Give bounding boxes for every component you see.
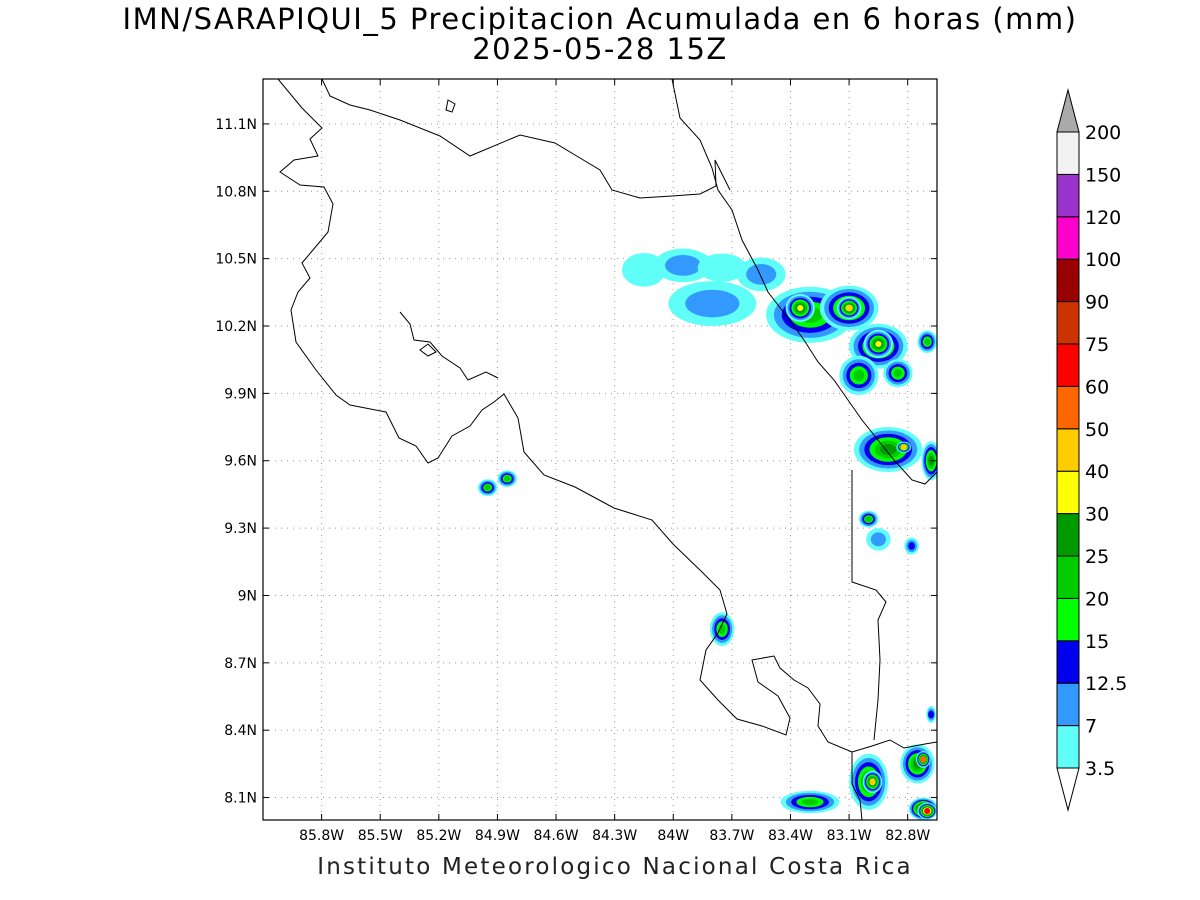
colorbar-swatch [1056, 173, 1080, 218]
colorbar-swatch [1056, 385, 1080, 430]
colorbar-over-arrow [1056, 88, 1080, 133]
coastline-segment [399, 311, 499, 381]
coastline-segment [851, 752, 863, 820]
precip-contour [484, 484, 491, 491]
longitude-axis: 85.8W 85.5W 85.2W 84.9W 84.6W 84.3W 84W 83.7W 83… [299, 79, 930, 844]
plot-frame [262, 78, 938, 821]
x-tick-label: 83.7W [709, 828, 754, 844]
y-tick-label: 10.5N [215, 252, 257, 268]
colorbar-swatch [1056, 470, 1080, 515]
coastlines [277, 79, 937, 820]
y-tick-label: 8.7N [224, 656, 257, 672]
y-tick-label: 9.3N [224, 521, 257, 537]
graticule [263, 79, 937, 820]
coastline-segment [851, 470, 887, 741]
x-tick-label: 85.8W [299, 828, 344, 844]
colorbar-label: 200 [1085, 122, 1121, 144]
colorbar-swatch [1056, 258, 1080, 303]
precipitation-field [477, 248, 937, 820]
x-tick-label: 84.3W [592, 828, 637, 844]
colorbar-label: 75 [1085, 334, 1109, 356]
precip-contour [924, 338, 931, 345]
colorbar-swatch [1056, 640, 1080, 684]
colorbar-label: 20 [1085, 588, 1109, 610]
y-tick-label: 9.6N [224, 454, 257, 470]
x-tick-label: 84.6W [534, 828, 579, 844]
chart-datetime: 2025-05-28 15Z [472, 32, 728, 66]
colorbar-label: 90 [1085, 292, 1109, 314]
x-tick-label: 84.9W [475, 828, 520, 844]
colorbar-label: 50 [1085, 419, 1109, 441]
chart-title: IMN/SARAPIQUI_5 Precipitacion Acumulada … [122, 2, 1078, 36]
colorbar-swatch [1056, 555, 1080, 599]
colorbar-label: 150 [1085, 164, 1121, 186]
precip-contour [870, 532, 886, 547]
colorbar-label: 120 [1085, 207, 1121, 229]
precip-contour [869, 778, 876, 785]
precip-contour [685, 289, 740, 318]
y-tick-label: 11.1N [215, 117, 257, 133]
y-tick-label: 9.9N [224, 386, 257, 402]
colorbar-swatch [1056, 428, 1080, 472]
precip-contour [504, 475, 511, 482]
precip-contour [797, 305, 804, 312]
colorbar-swatch [1056, 301, 1080, 345]
precip-contour [718, 624, 726, 634]
precip-contour [924, 808, 931, 815]
coastline-segment [277, 79, 937, 753]
colorbar-label: 100 [1085, 249, 1121, 271]
latitude-axis: 8.1N 8.4N 8.7N 9N 9.3N 9.6N 9.9N 10.2N 10.5N 10.8… [215, 117, 937, 807]
colorbar-swatch [1056, 513, 1080, 557]
colorbar-label: 7 [1085, 716, 1097, 738]
precip-contour [875, 340, 882, 347]
colorbar-label: 12.5 [1085, 673, 1127, 695]
x-tick-label: 82.8W [885, 828, 930, 844]
y-tick-label: 8.4N [224, 723, 257, 739]
colorbar-swatch [1056, 131, 1080, 175]
colorbar-swatch [1056, 216, 1080, 260]
colorbar-label: 30 [1085, 504, 1109, 526]
precip-contour [928, 710, 935, 719]
x-tick-label: 83.1W [827, 828, 872, 844]
colorbar-label: 25 [1085, 546, 1109, 568]
x-tick-label: 83.4W [768, 828, 813, 844]
precip-contour [697, 253, 747, 282]
x-tick-label: 85.2W [416, 828, 461, 844]
colorbar-swatch [1056, 343, 1080, 387]
colorbar-swatch [1056, 725, 1080, 769]
coastline-segment [671, 79, 937, 485]
colorbar-label: 3.5 [1085, 758, 1115, 780]
colorbar-label: 15 [1085, 631, 1109, 653]
precip-contour [908, 542, 915, 550]
x-tick-label: 84W [657, 828, 689, 844]
coastline-segment [419, 343, 437, 357]
precip-contour [853, 369, 865, 382]
y-tick-label: 9N [238, 588, 257, 604]
x-tick-label: 85.5W [358, 828, 403, 844]
precip-contour [664, 255, 702, 276]
colorbar-swatch [1056, 597, 1080, 642]
precip-contour [865, 516, 872, 523]
coastline-segment [321, 79, 731, 199]
precip-contour [893, 369, 903, 378]
coastline-segment [445, 99, 456, 113]
footer-credit: Instituto Meteorologico Nacional Costa R… [317, 854, 913, 880]
colorbar-swatch [1056, 682, 1080, 727]
colorbar-label: 40 [1085, 461, 1109, 483]
precip-contour [846, 305, 853, 312]
y-tick-label: 10.2N [215, 319, 257, 335]
precip-contour [900, 444, 907, 451]
colorbar-label: 60 [1085, 376, 1109, 398]
y-tick-label: 10.8N [215, 184, 257, 200]
precip-contour [801, 798, 819, 806]
colorbar: 3.5 7 12.5 15 20 25 30 40 50 60 75 90 100 120 150 200 [1056, 88, 1127, 812]
colorbar-under-arrow [1056, 767, 1080, 812]
precip-contour [746, 263, 777, 285]
precip-contour [920, 756, 927, 763]
y-tick-label: 8.1N [224, 791, 257, 807]
